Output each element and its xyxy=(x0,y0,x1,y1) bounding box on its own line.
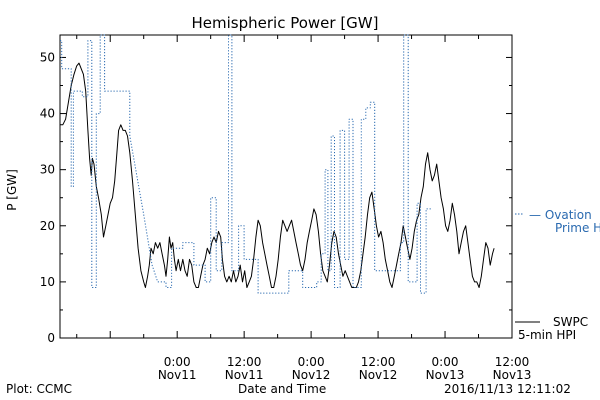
series-swpc-line xyxy=(60,62,495,288)
plot-area-frame xyxy=(59,34,513,339)
x-tick-label-time: 0:00 xyxy=(164,355,191,369)
legend-swpc-label-line2: 5-min HPI xyxy=(518,328,576,342)
footer-plot-source: Plot: CCMC xyxy=(6,382,72,396)
series-layer xyxy=(60,34,495,294)
x-tick-label-time: 12:00 xyxy=(495,355,530,369)
legend-ovation-label-line2: Prime HPI xyxy=(555,221,600,235)
y-tick-label: 20 xyxy=(40,219,55,233)
x-tick-label-time: 0:00 xyxy=(298,355,325,369)
y-axis-label: P [GW] xyxy=(5,169,19,211)
footer-x-axis-label: Date and Time xyxy=(238,382,327,396)
x-tick-label-date: Nov11 xyxy=(225,368,264,382)
x-tick-label-date: Nov12 xyxy=(359,368,398,382)
y-tick-label: 10 xyxy=(40,275,55,289)
x-tick-label-date: Nov12 xyxy=(292,368,331,382)
x-axis-ticks: 0:00Nov1112:00Nov110:00Nov1212:00Nov120:… xyxy=(76,35,532,382)
y-tick-label: 40 xyxy=(40,107,55,121)
x-tick-label-time: 12:00 xyxy=(227,355,262,369)
x-tick-label-time: 12:00 xyxy=(361,355,396,369)
x-tick-label-date: Nov13 xyxy=(426,368,465,382)
x-tick-label-time: 0:00 xyxy=(432,355,459,369)
y-axis-ticks: 0 10 20 30 40 50 xyxy=(40,50,512,345)
y-tick-label: 50 xyxy=(40,50,55,64)
chart-title: Hemispheric Power [GW] xyxy=(192,14,379,32)
legend-swpc-label-line1: SWPC xyxy=(553,315,588,329)
footer-timestamp: 2016/11/13 12:11:02 xyxy=(444,382,571,396)
y-tick-label: 30 xyxy=(40,163,55,177)
x-tick-label-date: Nov11 xyxy=(158,368,197,382)
x-tick-label-date: Nov13 xyxy=(493,368,532,382)
legend: — Ovation Prime HPI SWPC 5-min HPI xyxy=(515,208,600,342)
legend-ovation-label-line1: — Ovation xyxy=(529,208,592,222)
y-tick-label: 0 xyxy=(47,331,55,345)
series-ovation-line xyxy=(60,34,432,294)
